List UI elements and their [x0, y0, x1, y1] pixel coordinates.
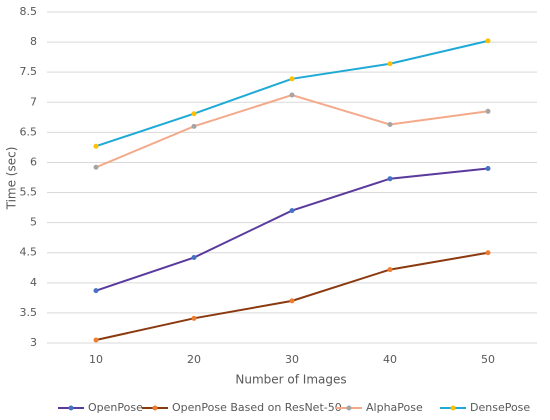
- y-tick-label: 5: [30, 216, 37, 229]
- legend-label: AlphaPose: [366, 401, 423, 414]
- marker: [387, 176, 393, 182]
- marker: [485, 38, 491, 44]
- marker: [191, 255, 197, 261]
- y-tick-label: 6.5: [20, 125, 38, 138]
- legend-marker: [68, 405, 74, 411]
- y-tick-label: 7.5: [20, 65, 38, 78]
- y-tick-label: 8.5: [20, 5, 38, 18]
- legend-label: OpenPose Based on ResNet-50: [172, 401, 342, 414]
- x-tick-label: 40: [383, 353, 397, 366]
- y-tick-label: 7: [30, 95, 37, 108]
- line: [95, 251, 489, 341]
- marker: [93, 164, 99, 170]
- x-tick-label: 10: [89, 353, 103, 366]
- x-tick-label: 30: [285, 353, 299, 366]
- x-axis-title: Number of Images: [235, 373, 346, 387]
- marker: [289, 208, 295, 214]
- marker: [93, 337, 99, 343]
- legend-label: OpenPose: [88, 401, 143, 414]
- marker: [485, 165, 491, 171]
- y-tick-label: 8: [30, 35, 37, 48]
- legend-label: DensePose: [470, 401, 530, 414]
- marker: [387, 122, 393, 128]
- marker: [93, 143, 99, 149]
- marker: [289, 92, 295, 98]
- x-tick-label: 20: [187, 353, 201, 366]
- y-tick-label: 3: [30, 336, 37, 349]
- marker: [387, 61, 393, 67]
- marker: [485, 108, 491, 114]
- marker: [191, 111, 197, 117]
- legend-marker: [450, 405, 456, 411]
- marker: [387, 267, 393, 273]
- line: [95, 94, 489, 169]
- marker: [289, 76, 295, 82]
- marker: [289, 298, 295, 304]
- legend-marker: [346, 405, 352, 411]
- y-tick-label: 4.5: [20, 246, 38, 259]
- x-tick-label: 50: [481, 353, 495, 366]
- marker: [191, 123, 197, 129]
- legend-marker: [152, 405, 158, 411]
- line: [95, 167, 489, 292]
- y-tick-label: 3.5: [20, 306, 38, 319]
- y-tick-label: 6: [30, 155, 37, 168]
- y-tick-label: 4: [30, 276, 37, 289]
- marker: [485, 250, 491, 256]
- y-tick-label: 5.5: [20, 186, 38, 199]
- marker: [191, 315, 197, 321]
- marker: [93, 288, 99, 294]
- y-axis-title: Time (sec): [5, 147, 19, 211]
